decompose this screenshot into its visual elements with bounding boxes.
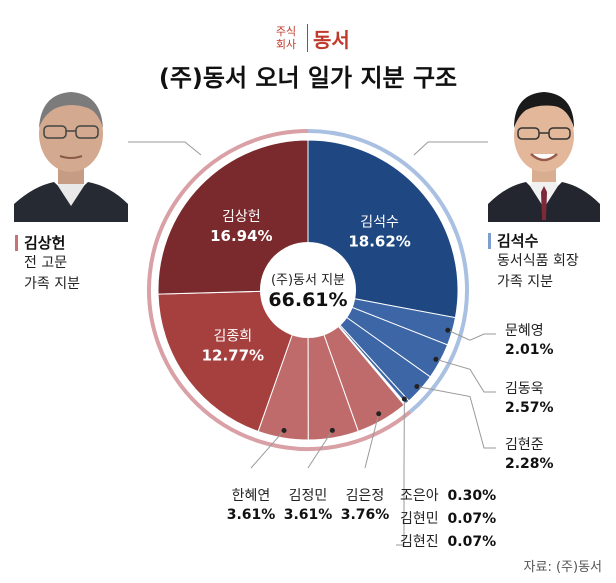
portrait-kim-sangheon xyxy=(14,82,128,222)
ownership-ring-red xyxy=(147,129,412,451)
slice-inner-value: 12.77% xyxy=(202,347,264,365)
leader-line-slice xyxy=(396,399,405,546)
logo-name: 동서 xyxy=(313,27,350,52)
leader-line-slice xyxy=(307,430,333,469)
slice-label-moon-hyeyoung: 문혜영 2.01% xyxy=(505,323,554,358)
slice-label-kim-hyeonjin: 김현진 0.07% xyxy=(400,534,497,550)
leader-dot xyxy=(433,356,439,362)
pie-slice xyxy=(157,289,309,433)
leader-line-slice xyxy=(250,430,285,469)
leader-dot xyxy=(329,427,335,433)
slice-label-kim-hyeonmin: 김현민 0.07% xyxy=(400,511,497,527)
slice-label-kim-dongwook: 김동욱 2.57% xyxy=(505,381,554,416)
leader-line-left-person xyxy=(128,141,202,156)
left-person-group: 가족 지분 xyxy=(24,276,80,292)
slice-inner-name: 김석수 xyxy=(360,215,399,231)
company-logo: 주식 회사 동서 xyxy=(270,20,350,56)
pie-slice xyxy=(157,139,309,295)
slice-label-kim-jeongmin: 김정민 3.61% xyxy=(283,488,333,523)
slice-inner-value: 18.62% xyxy=(348,233,410,251)
leader-dot xyxy=(376,411,382,417)
slice-inner-name: 김상헌 xyxy=(222,209,261,225)
right-person-accent-bar xyxy=(488,233,491,249)
logo-divider xyxy=(307,24,308,52)
chart-title: (주)동서 오너 일가 지분 구조 xyxy=(158,64,458,92)
leader-line-slice xyxy=(416,386,496,449)
right-person-info: 김석수 동서식품 회장 가족 지분 xyxy=(488,230,579,293)
left-person-role: 전 고문 xyxy=(24,255,68,271)
pie-center-label: (주)동서 지분 xyxy=(271,273,345,288)
leader-dot xyxy=(281,427,287,433)
left-person-info: 김상헌 전 고문 가족 지분 xyxy=(15,232,80,295)
leader-dot xyxy=(401,396,407,402)
leader-line-right-person xyxy=(413,141,488,156)
leader-line-slice xyxy=(364,413,380,469)
logo-small-text: 주식 회사 xyxy=(275,25,297,51)
leader-line-slice xyxy=(447,329,496,341)
right-person-group: 가족 지분 xyxy=(497,274,553,290)
leader-dot xyxy=(414,384,420,390)
leader-dot xyxy=(445,327,451,333)
slice-inner-value: 16.94% xyxy=(210,227,272,245)
pie-center-value: 66.61% xyxy=(268,289,347,311)
left-person-accent-bar xyxy=(15,235,18,251)
portrait-kim-seoksu xyxy=(488,80,600,222)
slice-label-jo-euna: 조은아 0.30% xyxy=(400,488,497,504)
source-note: 자료: (주)동서 xyxy=(523,560,602,575)
right-person-name: 김석수 xyxy=(497,232,539,250)
left-person-name: 김상헌 xyxy=(24,234,66,252)
slice-label-kim-eunjeong: 김은정 3.76% xyxy=(340,488,390,523)
pie-center-hole xyxy=(260,242,356,338)
leader-line-slice xyxy=(435,358,496,393)
slice-label-han-hyeyeon: 한혜연 3.61% xyxy=(226,488,276,523)
ownership-ring-blue xyxy=(307,129,469,414)
slice-label-kim-hyeonjun: 김현준 2.28% xyxy=(505,437,554,472)
right-person-role: 동서식품 회장 xyxy=(497,253,579,269)
slice-inner-name: 김종희 xyxy=(214,329,253,345)
